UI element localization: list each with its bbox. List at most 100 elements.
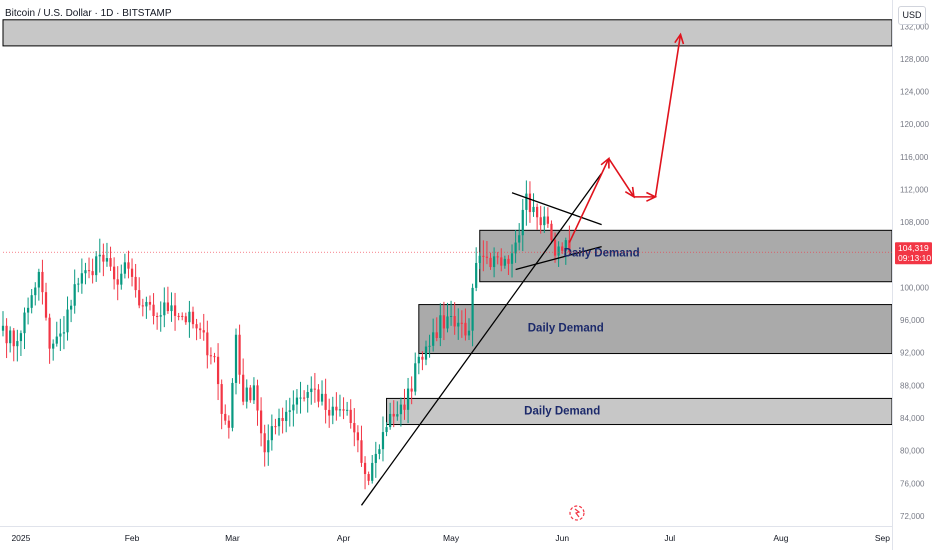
candle-body [16,341,19,347]
candle-body [353,422,356,433]
candle-body [62,332,66,334]
candle-body [313,388,316,390]
currency-button[interactable]: USD [898,6,926,25]
candle-body [138,290,141,306]
projection-segment-3 [654,34,682,197]
price-tick-label: 120,000 [900,120,929,129]
candle-body [475,262,478,288]
candle-body [9,330,12,344]
zone-labels: Daily Demand Daily Demand Daily Demand [524,247,639,417]
candle-body [188,311,191,323]
demand-zones [2,19,893,426]
candle-body [435,332,438,339]
candle-body [195,324,198,329]
candle-body [417,356,420,364]
candle-body [324,393,327,410]
time-tick-label: Jul [664,533,675,543]
candle-body [335,406,338,411]
candle-body [514,242,517,254]
candle-body [356,432,359,441]
candle-body [564,240,567,251]
candle-body [91,271,94,276]
candle-body [249,387,252,401]
projection-segment-0 [568,158,610,243]
zone-box-1 [418,304,893,355]
candle-body [568,240,571,253]
candle-body [52,343,55,349]
candle-body [485,256,489,258]
time-tick-label: Apr [337,533,350,543]
candle-body [213,356,216,358]
candle-body [245,387,248,402]
candle-body [285,411,288,422]
candle-body [553,239,557,256]
candle-body [231,382,234,428]
candle-body [292,404,295,411]
candle-body [396,414,399,417]
candle-body [424,346,428,360]
candle-body [317,389,320,402]
candle-body [5,325,8,344]
candle-body [492,256,496,268]
candle-body [263,433,266,453]
candle-body [1,325,5,331]
candle-body [44,292,48,318]
candle-body [156,316,159,317]
candle-body [561,246,564,251]
candle-body [277,418,281,427]
candle-body [446,316,449,329]
candle-body [496,256,499,258]
candle-body [392,413,395,417]
time-tick-label: Jun [555,533,569,543]
candle-body [84,270,87,274]
candle-body [177,315,180,317]
candle-body [328,409,331,416]
candle-body [274,426,277,428]
price-tick-label: 80,000 [900,447,925,456]
candle-body [478,255,481,263]
candle-body [66,309,69,333]
replay-icon[interactable] [569,505,585,521]
candle-body [252,385,256,401]
price-tick-label: 116,000 [900,153,929,162]
candle-body [238,334,241,375]
candle-body [518,235,521,243]
candle-body [525,193,528,210]
candle-body [202,330,205,333]
candle-body [234,334,238,383]
candle-body [216,356,220,385]
price-tick-label: 76,000 [900,479,925,488]
candle-body [30,295,33,308]
candle-body [543,216,546,226]
candle-body [95,256,98,276]
candle-body [98,254,101,257]
candle-body [206,332,209,356]
time-axis[interactable]: 2025 Feb Mar Apr May Jun Jul Aug Sep [11,533,890,543]
candle-body [134,276,137,291]
candle-body [342,409,345,411]
last-price-countdown: 09:13:10 [898,253,931,263]
candle-body [77,283,80,285]
candle-body [105,258,109,262]
time-tick-label: Sep [875,533,890,543]
price-axis[interactable]: 132,000 128,000 124,000 120,000 116,000 112,0… [900,22,929,521]
price-tick-label: 108,000 [900,218,929,227]
candle-body [421,356,424,360]
candle-body [374,453,377,463]
zone-box-0 [479,229,893,283]
candle-body [460,322,463,324]
candle-body [536,206,539,218]
symbol-title: Bitcoin / U.S. Dollar · 1D · BITSTAMP [5,8,172,19]
candle-body [410,388,413,392]
candle-body [256,385,259,411]
candle-body [306,392,309,398]
candle-body [320,393,324,402]
price-tick-label: 84,000 [900,414,925,423]
candle-body [295,397,299,405]
candle-body [191,311,195,325]
time-tick-label: Feb [125,533,140,543]
candle-body [26,307,30,313]
